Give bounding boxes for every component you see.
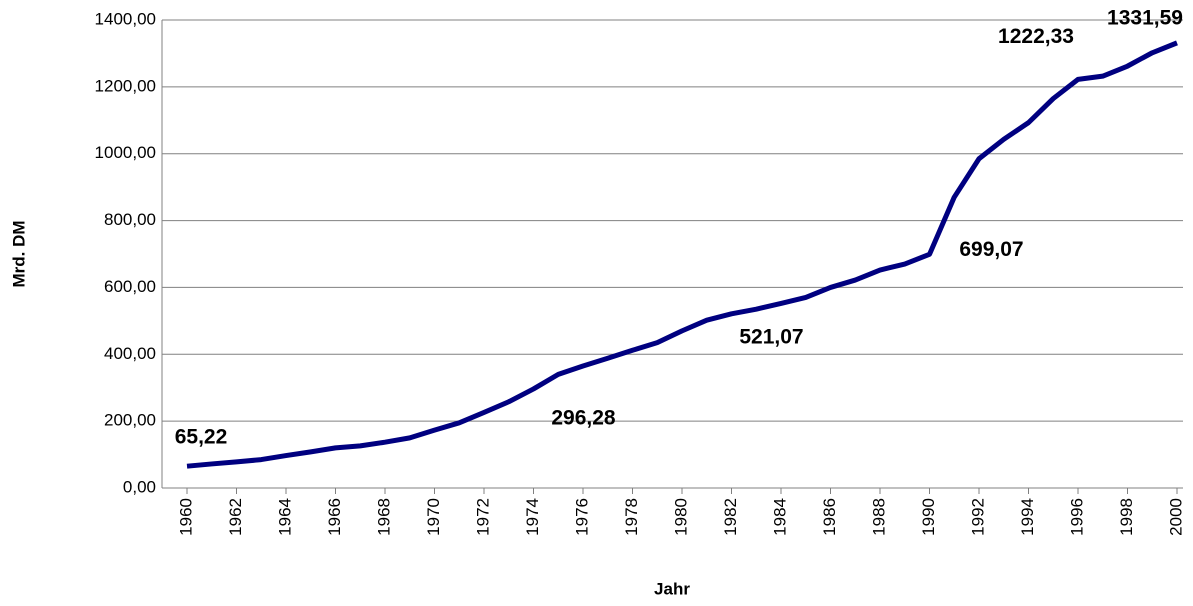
x-tick-label: 1984 — [770, 498, 789, 536]
x-tick-label: 1992 — [968, 498, 987, 536]
x-tick-label: 1976 — [572, 498, 591, 536]
x-tick-label: 1996 — [1067, 498, 1086, 536]
x-tick-label: 1966 — [325, 498, 344, 536]
x-tick-label: 1982 — [721, 498, 740, 536]
x-tick-label: 1972 — [473, 498, 492, 536]
x-tick-label: 1960 — [176, 498, 195, 536]
x-tick-label: 1970 — [424, 498, 443, 536]
x-tick-label: 1962 — [226, 498, 245, 536]
y-tick-label: 1200,00 — [95, 76, 156, 95]
y-tick-label: 200,00 — [104, 411, 156, 430]
x-tick-label: 1980 — [671, 498, 690, 536]
x-tick-label: 1968 — [374, 498, 393, 536]
y-tick-label: 1000,00 — [95, 143, 156, 162]
y-tick-label: 800,00 — [104, 210, 156, 229]
x-tick-label: 1988 — [869, 498, 888, 536]
x-tick-label: 1994 — [1018, 498, 1037, 536]
data-label: 1331,59 — [1107, 6, 1183, 29]
x-tick-label: 1986 — [820, 498, 839, 536]
x-tick-label: 1978 — [622, 498, 641, 536]
y-axis-title: Mrd. DM — [9, 220, 28, 287]
data-label: 521,07 — [739, 325, 803, 348]
y-tick-label: 400,00 — [104, 344, 156, 363]
data-line — [186, 40, 1178, 469]
x-axis-title: Jahr — [654, 579, 690, 598]
data-label: 699,07 — [959, 238, 1023, 261]
y-tick-label: 1400,00 — [95, 9, 156, 28]
y-tick-label: 600,00 — [104, 277, 156, 296]
x-tick-label: 2000 — [1166, 498, 1185, 536]
data-label: 1222,33 — [998, 25, 1074, 48]
data-label: 65,22 — [175, 426, 228, 449]
x-tick-label: 1964 — [275, 498, 294, 536]
data-label: 296,28 — [551, 407, 616, 430]
x-tick-label: 1974 — [523, 498, 542, 536]
x-tick-label: 1990 — [919, 498, 938, 536]
y-tick-label: 0,00 — [123, 477, 156, 496]
x-tick-label: 1998 — [1117, 498, 1136, 536]
